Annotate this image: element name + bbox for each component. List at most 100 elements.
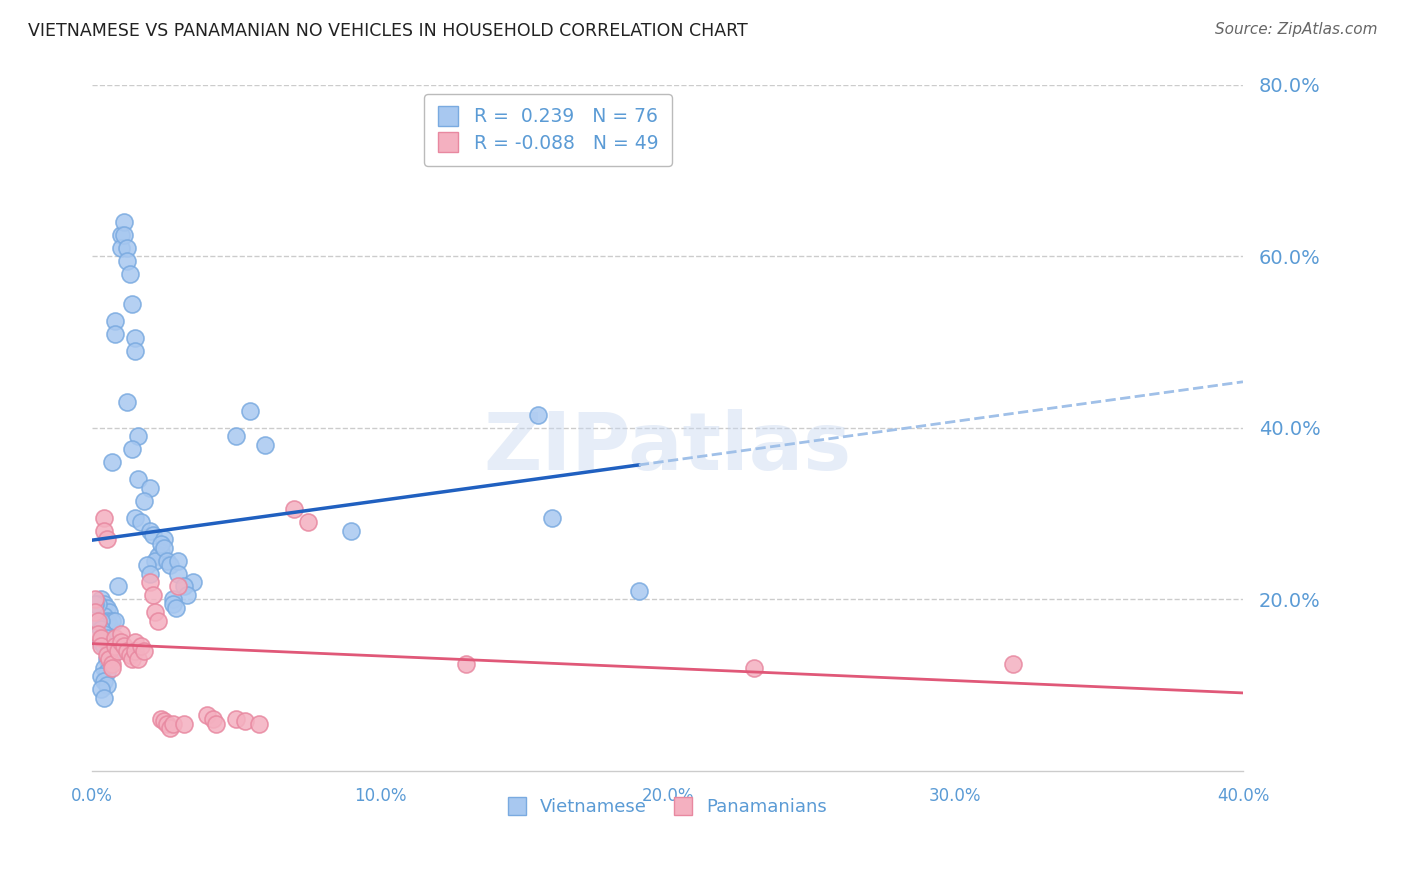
Point — [110, 227, 132, 242]
Point — [118, 648, 141, 662]
Point — [101, 648, 124, 662]
Point — [148, 614, 170, 628]
Point — [101, 657, 124, 671]
Point — [107, 643, 129, 657]
Point — [110, 635, 132, 649]
Point — [96, 600, 118, 615]
Point — [112, 227, 135, 242]
Point — [101, 455, 124, 469]
Point — [104, 313, 127, 327]
Point — [104, 640, 127, 654]
Point — [96, 648, 118, 662]
Point — [173, 579, 195, 593]
Point — [93, 609, 115, 624]
Point — [101, 661, 124, 675]
Point — [132, 643, 155, 657]
Point — [98, 643, 121, 657]
Point — [527, 408, 550, 422]
Point — [159, 721, 181, 735]
Point — [159, 558, 181, 572]
Point — [297, 515, 319, 529]
Point — [96, 678, 118, 692]
Point — [742, 661, 765, 675]
Point — [127, 429, 149, 443]
Text: ZIPatlas: ZIPatlas — [484, 409, 852, 487]
Point — [153, 541, 176, 555]
Point — [247, 716, 270, 731]
Point — [138, 566, 160, 581]
Point — [145, 605, 167, 619]
Point — [90, 614, 112, 628]
Point — [121, 296, 143, 310]
Point — [96, 631, 118, 645]
Point — [283, 502, 305, 516]
Point — [118, 267, 141, 281]
Point — [129, 640, 152, 654]
Point — [87, 614, 110, 628]
Point — [153, 714, 176, 728]
Point — [115, 241, 138, 255]
Point — [162, 597, 184, 611]
Point — [135, 558, 157, 572]
Point — [104, 631, 127, 645]
Point — [148, 549, 170, 564]
Point — [627, 583, 650, 598]
Point — [93, 626, 115, 640]
Point — [145, 554, 167, 568]
Point — [90, 635, 112, 649]
Point — [156, 716, 179, 731]
Point — [142, 528, 165, 542]
Point — [205, 716, 228, 731]
Point — [104, 614, 127, 628]
Point — [132, 493, 155, 508]
Point — [98, 618, 121, 632]
Point — [225, 712, 247, 726]
Point — [233, 714, 256, 728]
Point — [93, 690, 115, 705]
Point — [340, 524, 363, 538]
Point — [98, 657, 121, 671]
Point — [87, 618, 110, 632]
Point — [150, 712, 173, 726]
Point — [456, 657, 478, 671]
Point — [124, 343, 146, 358]
Point — [124, 331, 146, 345]
Point — [112, 215, 135, 229]
Point — [150, 545, 173, 559]
Point — [115, 253, 138, 268]
Point — [93, 673, 115, 688]
Point — [127, 472, 149, 486]
Point — [93, 511, 115, 525]
Point — [93, 597, 115, 611]
Point — [110, 241, 132, 255]
Point — [96, 614, 118, 628]
Point — [96, 533, 118, 547]
Point — [96, 665, 118, 679]
Point — [84, 592, 107, 607]
Point — [138, 575, 160, 590]
Point — [90, 622, 112, 636]
Point — [93, 640, 115, 654]
Point — [115, 395, 138, 409]
Point — [1001, 657, 1024, 671]
Point — [127, 652, 149, 666]
Point — [124, 635, 146, 649]
Point — [90, 592, 112, 607]
Point — [156, 554, 179, 568]
Point — [129, 515, 152, 529]
Point — [93, 661, 115, 675]
Point — [165, 600, 187, 615]
Point — [93, 524, 115, 538]
Point — [104, 326, 127, 341]
Point — [90, 640, 112, 654]
Point — [96, 652, 118, 666]
Point — [124, 511, 146, 525]
Point — [87, 626, 110, 640]
Point — [176, 588, 198, 602]
Point — [150, 536, 173, 550]
Point — [142, 588, 165, 602]
Point — [87, 597, 110, 611]
Point — [115, 643, 138, 657]
Point — [138, 524, 160, 538]
Point — [167, 579, 190, 593]
